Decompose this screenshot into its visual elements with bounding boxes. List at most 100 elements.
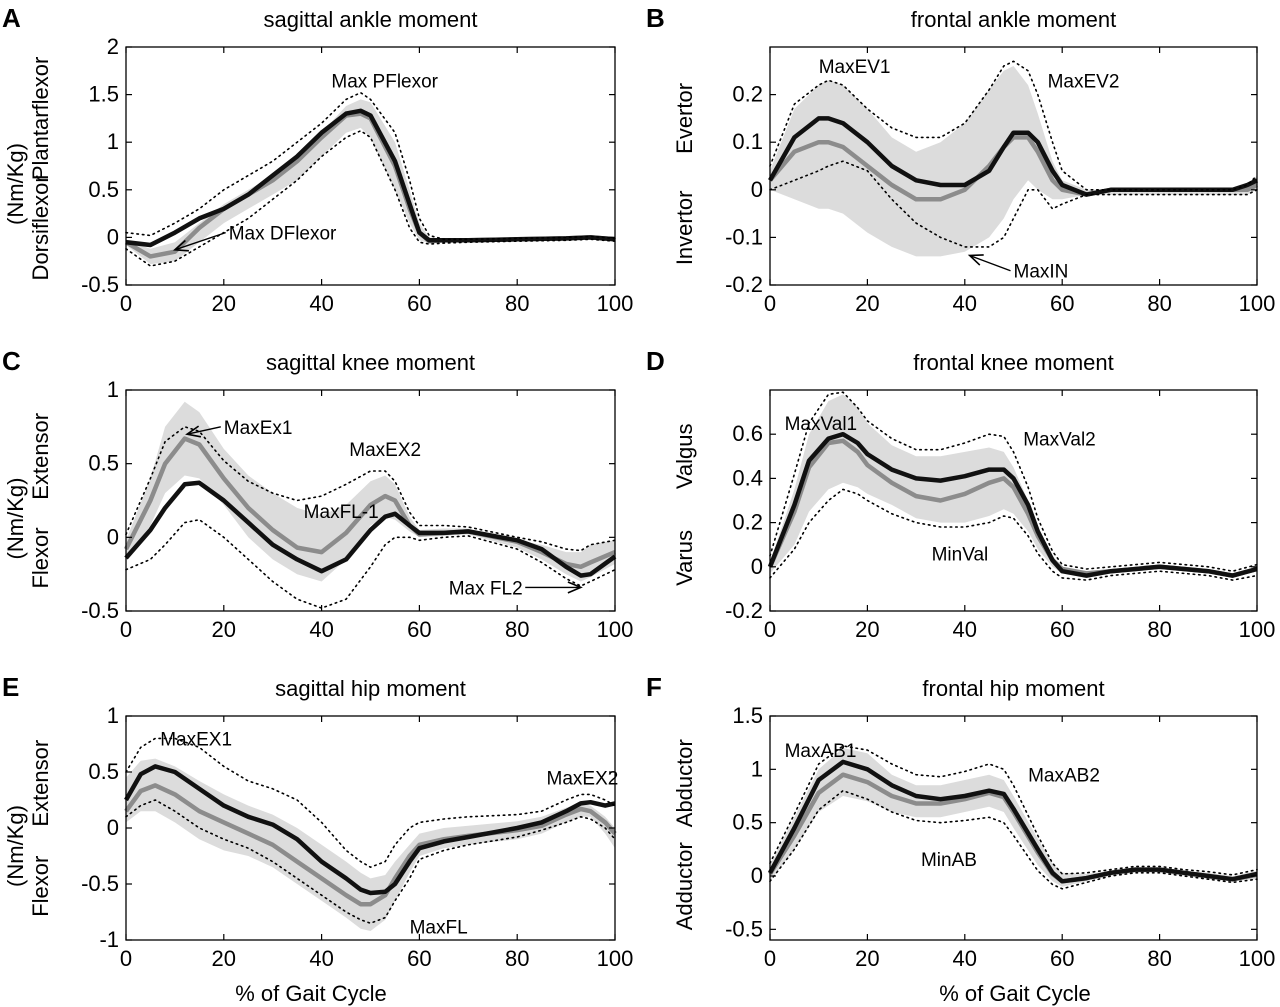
y-tick-label: 0.5	[732, 810, 763, 835]
x-tick-label: 40	[953, 617, 977, 642]
x-tick-label: 60	[407, 617, 431, 642]
y-tick-label: 0	[751, 863, 763, 888]
sd-band	[770, 748, 1257, 887]
x-tick-label: 40	[953, 291, 977, 316]
annotation-label: Max PFlexor	[331, 71, 438, 92]
x-tick-label: 60	[407, 291, 431, 316]
x-tick-label: 0	[764, 946, 776, 971]
series-line-black-1	[124, 764, 616, 896]
x-tick-label: 0	[120, 617, 132, 642]
series-line-dotted-3	[125, 799, 616, 925]
x-tick-label: 80	[505, 946, 529, 971]
sd-band	[770, 66, 1257, 257]
x-tick-label: 60	[1050, 617, 1074, 642]
annotation-label: MaxFL	[410, 918, 468, 939]
y-tick-label: -0.5	[81, 871, 119, 896]
panel-title: frontal ankle moment	[911, 7, 1116, 32]
series-line-dotted-2	[769, 745, 1258, 876]
y-tick-label: -1	[99, 927, 119, 952]
plot-frame	[769, 46, 1258, 286]
y-tick-label: 1	[751, 756, 763, 781]
y-label-bottom: Invertor	[672, 191, 697, 266]
panel-title: sagittal ankle moment	[264, 7, 478, 32]
series-line-grey-0	[124, 783, 617, 907]
annotation-label: MaxEX2	[547, 769, 619, 790]
annotation-label: MaxEx1	[224, 418, 293, 439]
y-tick-label: 0.5	[88, 177, 119, 202]
panel-b: 0 20 40 60 80 100 -0.2 -0.1 0 0.1 0.2 frontal ankle…	[646, 3, 1275, 316]
plot-frame	[769, 389, 1258, 612]
x-tick-label: 60	[407, 946, 431, 971]
y-tick-label: 1.5	[88, 82, 119, 107]
annotation-label: MaxAB1	[785, 741, 857, 762]
y-tick-label: 0	[751, 177, 763, 202]
annotation-arrow-shaft	[186, 426, 221, 435]
annotation-label: MaxVal2	[1023, 430, 1096, 451]
y-tick-label: 2	[107, 34, 119, 59]
y-tick-label: -0.2	[725, 598, 763, 623]
x-tick-label: 100	[1239, 291, 1276, 316]
y-tick-label: 0.1	[732, 129, 763, 154]
annotation-label: MaxEV1	[819, 57, 891, 78]
x-tick-label: 80	[505, 291, 529, 316]
y-tick-label: 1.5	[732, 703, 763, 728]
annotation-label: MaxEV2	[1048, 71, 1120, 92]
sd-band	[126, 99, 615, 265]
y-tick-label: 0	[107, 224, 119, 249]
x-tick-label: 100	[1239, 946, 1276, 971]
y-label-bottom: Flexor	[28, 527, 53, 588]
y-label-bottom: Varus	[672, 530, 697, 586]
series-line-dotted-2	[769, 60, 1258, 191]
panel-letter: F	[646, 672, 662, 702]
x-tick-label: 40	[309, 291, 333, 316]
series-line-dotted-2	[125, 737, 616, 869]
x-tick-label: 20	[212, 291, 236, 316]
series-line-dotted-2	[125, 91, 616, 241]
x-tick-label: 0	[764, 617, 776, 642]
y-label-bottom: Flexor	[28, 856, 53, 917]
x-tick-label: 0	[120, 946, 132, 971]
y-label-top: Evertor	[672, 83, 697, 154]
y-label-top: Abductor	[672, 739, 697, 827]
panel-letter: B	[646, 3, 665, 33]
y-tick-label: 0	[107, 524, 119, 549]
annotation-label: MaxVal1	[785, 414, 858, 435]
x-tick-label: 80	[1147, 291, 1171, 316]
y-label-top: Plantarflexor	[28, 57, 53, 181]
panel-title: sagittal knee moment	[266, 350, 475, 375]
panel-letter: D	[646, 346, 665, 376]
annotation-arrow-shaft	[969, 254, 1011, 272]
y-tick-label: 0.5	[88, 451, 119, 476]
x-tick-label: 20	[855, 617, 879, 642]
annotation-arrow-head	[185, 425, 202, 438]
annotation-arrow-shaft	[174, 231, 226, 251]
annotation-label: MaxEX1	[160, 729, 232, 750]
x-axis-label-left: % of Gait Cycle	[235, 981, 387, 1006]
annotation-label: MaxEX2	[349, 440, 421, 461]
panel-title: sagittal hip moment	[275, 676, 466, 701]
y-tick-label: 0	[107, 815, 119, 840]
panel-e: 0 20 40 60 80 100 -1 -0.5 0 0.5 1 sagittal hip mome…	[2, 672, 633, 971]
y-tick-label: 0.2	[732, 510, 763, 535]
annotation-label: MaxAB2	[1028, 766, 1100, 787]
y-label-bottom: Dorsiflexor	[28, 175, 53, 280]
x-tick-label: 0	[764, 291, 776, 316]
y-unit-label: (Nm/Kg)	[3, 478, 28, 560]
series-line-dotted-2	[769, 391, 1258, 573]
y-tick-label: -0.2	[725, 272, 763, 297]
x-tick-label: 0	[120, 291, 132, 316]
y-tick-label: 0.5	[88, 759, 119, 784]
y-unit-label: (Nm/Kg)	[3, 805, 28, 887]
x-tick-label: 100	[597, 946, 634, 971]
x-tick-label: 80	[505, 617, 529, 642]
panel-letter: C	[2, 346, 21, 376]
series-line-black-1	[768, 759, 1258, 884]
plot-frame	[769, 715, 1258, 941]
y-tick-label: 1	[107, 377, 119, 402]
x-tick-label: 100	[1239, 617, 1276, 642]
